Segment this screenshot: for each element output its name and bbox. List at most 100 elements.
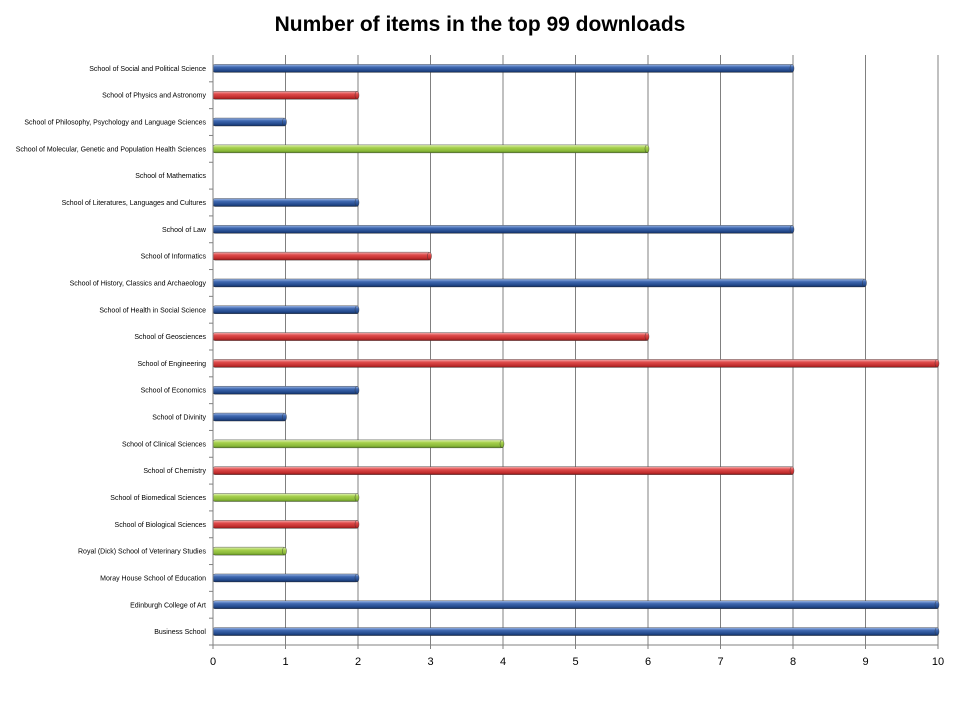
x-tick-label: 2	[355, 656, 361, 668]
bar-end-cap	[934, 627, 940, 636]
bar-body	[212, 144, 649, 154]
bar-end-cap	[934, 600, 940, 609]
category-label: Business School	[154, 629, 206, 636]
bar-body	[212, 91, 359, 100]
bar-body	[212, 412, 286, 422]
bar-end-cap	[862, 278, 867, 288]
category-label: School of Clinical Sciences	[122, 441, 207, 448]
x-tick-label: 9	[862, 656, 868, 668]
x-tick-labels: 0 1 2 3 4 5 6 7 8 9 10	[210, 645, 944, 668]
bar	[212, 627, 940, 636]
bar	[212, 117, 287, 127]
bar-end-cap	[282, 412, 287, 422]
category-label: School of Biomedical Sciences	[110, 495, 206, 502]
bar-body	[212, 278, 866, 288]
bar-body	[212, 439, 504, 449]
bar-body	[212, 251, 431, 261]
category-label: School of Law	[162, 227, 207, 234]
category-label: School of Molecular, Genetic and Populat…	[16, 146, 207, 153]
bar-end-cap	[354, 198, 360, 207]
bar	[212, 520, 360, 529]
bar-body	[212, 64, 794, 73]
category-label: School of Economics	[141, 388, 207, 395]
category-label: Edinburgh College of Art	[130, 602, 206, 609]
x-tick-label: 4	[500, 656, 506, 668]
bar-body	[212, 117, 286, 127]
x-tick-label: 5	[572, 656, 578, 668]
x-tick-label: 8	[790, 656, 796, 668]
bar-body	[212, 359, 939, 368]
category-label: Moray House School of Education	[100, 575, 206, 582]
bar	[212, 412, 287, 422]
category-label: School of Geosciences	[134, 334, 206, 341]
bar-body	[212, 198, 359, 207]
bar	[212, 332, 650, 341]
bar	[212, 144, 650, 154]
bar	[212, 64, 795, 73]
axes	[209, 55, 938, 646]
bar-body	[212, 332, 649, 341]
bar-end-cap	[282, 117, 287, 127]
bar-body	[212, 627, 939, 636]
category-label: School of Informatics	[141, 254, 207, 261]
bar-end-cap	[282, 546, 287, 556]
bar-end-cap	[934, 359, 940, 368]
category-label: School of Chemistry	[143, 468, 206, 475]
category-label: School of Social and Political Science	[89, 66, 206, 73]
x-tick-label: 10	[932, 656, 944, 668]
category-label: School of Literatures, Languages and Cul…	[62, 200, 207, 207]
x-tick-label: 1	[282, 656, 288, 668]
bar	[212, 386, 360, 395]
category-label: Royal (Dick) School of Veterinary Studie…	[78, 549, 206, 556]
bar-end-cap	[354, 305, 360, 314]
bar-body	[212, 305, 359, 314]
bar-body	[212, 386, 359, 395]
category-label: School of Physics and Astronomy	[102, 93, 206, 100]
x-tick-label: 6	[645, 656, 651, 668]
bar-end-cap	[789, 225, 795, 234]
bar	[212, 546, 287, 556]
category-label: School of Biological Sciences	[115, 522, 207, 529]
bar	[212, 278, 867, 288]
bar	[212, 251, 432, 261]
bar-body	[212, 225, 794, 234]
bar-end-cap	[427, 251, 432, 261]
bar-end-cap	[354, 386, 360, 395]
bar	[212, 439, 505, 449]
bar-body	[212, 466, 794, 475]
category-labels: Business School Edinburgh College of Art M…	[16, 66, 207, 636]
category-label: School of Health in Social Science	[99, 307, 206, 314]
chart-title: Number of items in the top 99 downloads	[274, 13, 686, 36]
bar-body	[212, 573, 359, 583]
bar	[212, 359, 940, 368]
bar-end-cap	[499, 439, 505, 449]
bars	[212, 64, 940, 636]
category-label: School of Mathematics	[135, 173, 206, 180]
bar-end-cap	[354, 493, 360, 502]
bar	[212, 600, 940, 609]
bar-body	[212, 520, 359, 529]
bar-end-cap	[644, 144, 650, 154]
category-label: School of Engineering	[138, 361, 207, 368]
gridlines	[285, 55, 939, 645]
bar-body	[212, 493, 359, 502]
bar-body	[212, 600, 939, 609]
bar-end-cap	[354, 573, 360, 583]
x-tick-label: 0	[210, 656, 216, 668]
category-label: School of History, Classics and Archaeol…	[70, 280, 207, 287]
bar	[212, 91, 360, 100]
category-label: School of Philosophy, Psychology and Lan…	[24, 120, 206, 127]
bar	[212, 305, 360, 314]
bar-end-cap	[354, 520, 360, 529]
bar-end-cap	[789, 64, 795, 73]
x-tick-label: 3	[427, 656, 433, 668]
bar	[212, 225, 795, 234]
bar	[212, 493, 360, 502]
bar-end-cap	[789, 466, 795, 475]
bar	[212, 573, 360, 583]
category-label: School of Divinity	[152, 415, 206, 422]
bar-end-cap	[354, 91, 360, 100]
bar-body	[212, 546, 286, 556]
x-tick-label: 7	[717, 656, 723, 668]
